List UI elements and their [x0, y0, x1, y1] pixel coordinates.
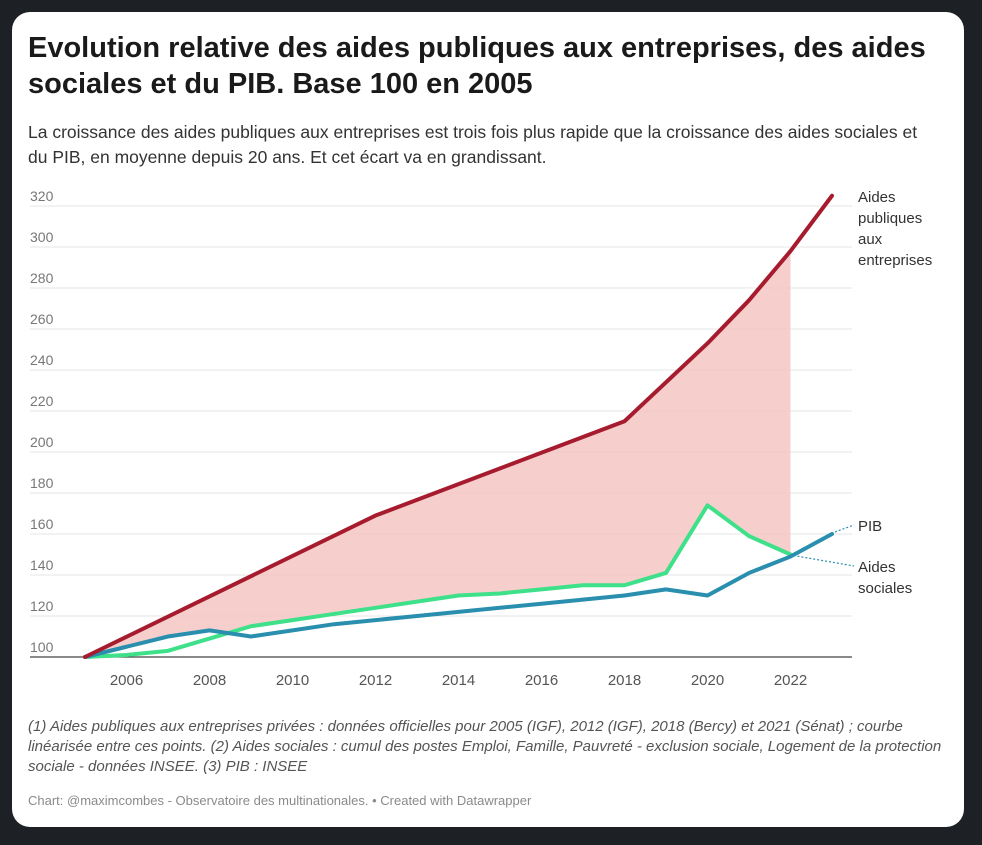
line-chart: 100 120 140 160 180 200 220 240 260 280 300 320 200… — [30, 188, 932, 689]
gap-area-fill — [85, 251, 791, 657]
x-tick-label: 2014 — [442, 672, 475, 689]
series-line-aides-sociales — [83, 503, 793, 659]
y-tick-label: 160 — [30, 516, 54, 532]
series-lines — [83, 193, 834, 659]
y-tick-label: 300 — [30, 229, 54, 245]
y-tick-label: 280 — [30, 270, 54, 286]
gap-area — [85, 251, 791, 657]
x-tick-label: 2012 — [359, 672, 392, 689]
pib-leader-line — [834, 524, 855, 533]
y-tick-label: 180 — [30, 475, 54, 491]
series-label-pib: PIB — [858, 518, 882, 535]
chart-title: Evolution relative des aides publiques a… — [28, 32, 926, 100]
x-tick-label: 2006 — [110, 672, 143, 689]
y-tick-label: 240 — [30, 352, 54, 368]
x-tick-label: 2008 — [193, 672, 226, 689]
y-tick-label: 200 — [30, 434, 54, 450]
x-tick-label: 2010 — [276, 672, 309, 689]
y-tick-label: 100 — [30, 639, 54, 655]
x-tick-label: 2020 — [691, 672, 724, 689]
chart-subtitle: La croissance des aides publiques aux en… — [28, 122, 918, 167]
aides-sociales-leader-line — [793, 554, 855, 567]
credits: Chart: @maximcombes - Observatoire des m… — [28, 793, 532, 808]
series-label-aides-sociales: Aides sociales — [858, 559, 912, 597]
series-label-aides-publiques-aux-entreprises: Aides publiques aux entreprises — [858, 189, 932, 269]
y-tick-label: 320 — [30, 188, 54, 204]
footnotes: (1) Aides publiques aux entreprises priv… — [28, 718, 942, 775]
x-tick-label: 2022 — [774, 672, 807, 689]
series-labels: Aides publiques aux entreprises PIB Aides soci… — [793, 189, 932, 597]
chart-card: Evolution relative des aides publiques a… — [12, 12, 964, 827]
y-tick-label: 120 — [30, 598, 54, 614]
x-axis-ticks: 2006 2008 2010 2012 2014 2016 2018 2020 2022 — [110, 672, 807, 689]
x-tick-label: 2018 — [608, 672, 641, 689]
x-tick-label: 2016 — [525, 672, 558, 689]
y-tick-label: 260 — [30, 311, 54, 327]
series-line-pib — [83, 532, 834, 659]
y-tick-label: 140 — [30, 557, 54, 573]
y-axis-ticks: 100 120 140 160 180 200 220 240 260 280 300 320 — [30, 188, 54, 655]
y-tick-label: 220 — [30, 393, 54, 409]
series-line-aides-publiques-aux-entreprises — [83, 193, 834, 659]
